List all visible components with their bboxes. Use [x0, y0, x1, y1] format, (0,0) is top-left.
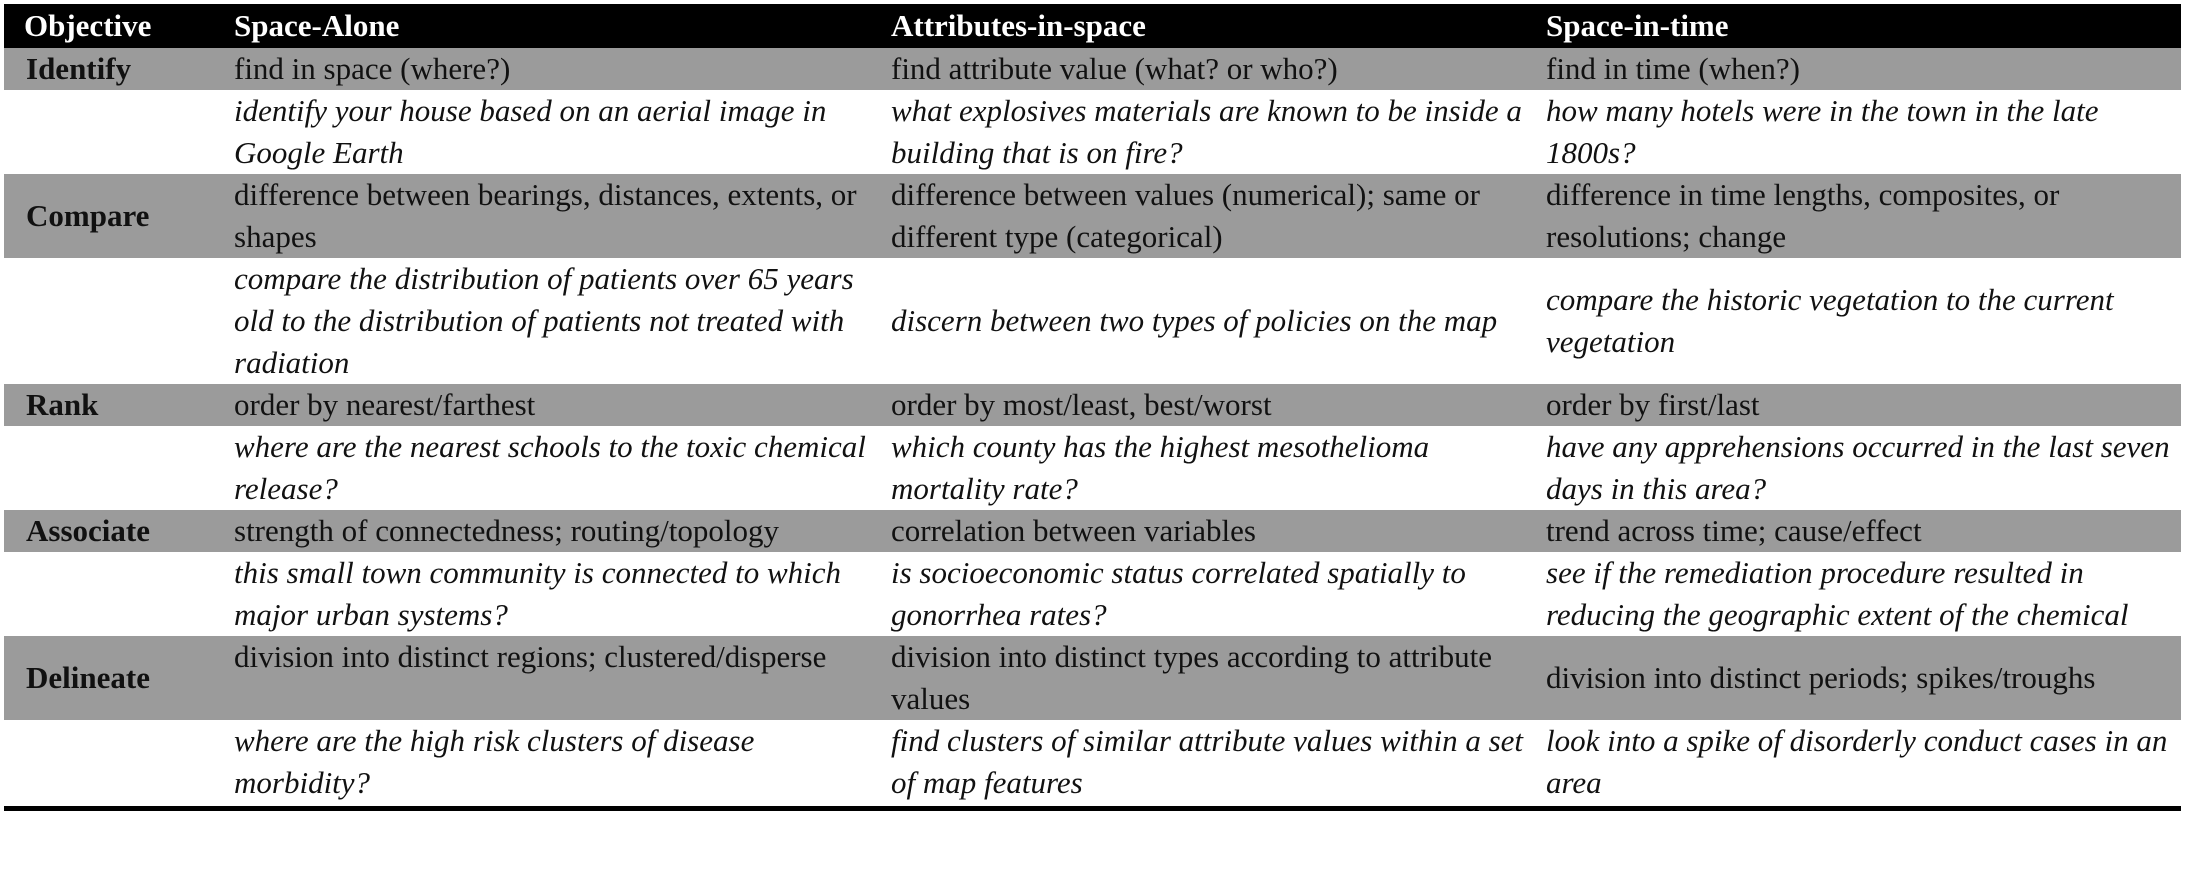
objective-delineate: Delineate	[4, 636, 212, 720]
objective-rank: Rank	[4, 384, 212, 426]
example-cell: this small town community is connected t…	[212, 552, 869, 636]
example-cell: discern between two types of policies on…	[869, 258, 1524, 384]
definition-cell: trend across time; cause/effect	[1524, 510, 2181, 552]
objective-blank-cell	[4, 720, 212, 804]
objectives-table-container: Objective Space-Alone Attributes-in-spac…	[4, 4, 2181, 811]
example-cell: compare the historic vegetation to the c…	[1524, 258, 2181, 384]
example-cell: look into a spike of disorderly conduct …	[1524, 720, 2181, 804]
definition-row-rank: Rank order by nearest/farthest order by …	[4, 384, 2181, 426]
header-space-in-time: Space-in-time	[1524, 4, 2181, 48]
example-cell: compare the distribution of patients ove…	[212, 258, 869, 384]
example-row-identify: identify your house based on an aerial i…	[4, 90, 2181, 174]
example-cell: where are the high risk clusters of dise…	[212, 720, 869, 804]
definition-cell: find attribute value (what? or who?)	[869, 48, 1524, 90]
objective-identify: Identify	[4, 48, 212, 90]
definition-cell: correlation between variables	[869, 510, 1524, 552]
objective-blank-cell	[4, 552, 212, 636]
example-cell: how many hotels were in the town in the …	[1524, 90, 2181, 174]
header-space-alone: Space-Alone	[212, 4, 869, 48]
definition-cell: order by first/last	[1524, 384, 2181, 426]
definition-cell: find in time (when?)	[1524, 48, 2181, 90]
definition-cell: order by most/least, best/worst	[869, 384, 1524, 426]
definition-cell: division into distinct regions; clustere…	[212, 636, 869, 720]
table-bottom-rule	[4, 806, 2181, 811]
definition-cell: order by nearest/farthest	[212, 384, 869, 426]
definition-row-delineate: Delineate division into distinct regions…	[4, 636, 2181, 720]
example-cell: identify your house based on an aerial i…	[212, 90, 869, 174]
definition-cell: division into distinct types according t…	[869, 636, 1524, 720]
header-objective: Objective	[4, 4, 212, 48]
objective-blank-cell	[4, 258, 212, 384]
definition-row-identify: Identify find in space (where?) find att…	[4, 48, 2181, 90]
example-row-compare: compare the distribution of patients ove…	[4, 258, 2181, 384]
objectives-table: Objective Space-Alone Attributes-in-spac…	[4, 4, 2181, 804]
example-cell: have any apprehensions occurred in the l…	[1524, 426, 2181, 510]
example-row-associate: this small town community is connected t…	[4, 552, 2181, 636]
definition-row-associate: Associate strength of connectedness; rou…	[4, 510, 2181, 552]
definition-cell: difference in time lengths, composites, …	[1524, 174, 2181, 258]
example-cell: which county has the highest mesotheliom…	[869, 426, 1524, 510]
example-cell: where are the nearest schools to the tox…	[212, 426, 869, 510]
header-attributes-in-space: Attributes-in-space	[869, 4, 1524, 48]
example-cell: what explosives materials are known to b…	[869, 90, 1524, 174]
definition-row-compare: Compare difference between bearings, dis…	[4, 174, 2181, 258]
example-cell: see if the remediation procedure resulte…	[1524, 552, 2181, 636]
objective-blank-cell	[4, 426, 212, 510]
example-row-rank: where are the nearest schools to the tox…	[4, 426, 2181, 510]
definition-cell: difference between values (numerical); s…	[869, 174, 1524, 258]
example-cell: find clusters of similar attribute value…	[869, 720, 1524, 804]
example-row-delineate: where are the high risk clusters of dise…	[4, 720, 2181, 804]
example-cell: is socioeconomic status correlated spati…	[869, 552, 1524, 636]
definition-cell: difference between bearings, distances, …	[212, 174, 869, 258]
objective-blank-cell	[4, 90, 212, 174]
definition-cell: find in space (where?)	[212, 48, 869, 90]
definition-cell: division into distinct periods; spikes/t…	[1524, 636, 2181, 720]
header-row: Objective Space-Alone Attributes-in-spac…	[4, 4, 2181, 48]
objective-associate: Associate	[4, 510, 212, 552]
objective-compare: Compare	[4, 174, 212, 258]
definition-cell: strength of connectedness; routing/topol…	[212, 510, 869, 552]
